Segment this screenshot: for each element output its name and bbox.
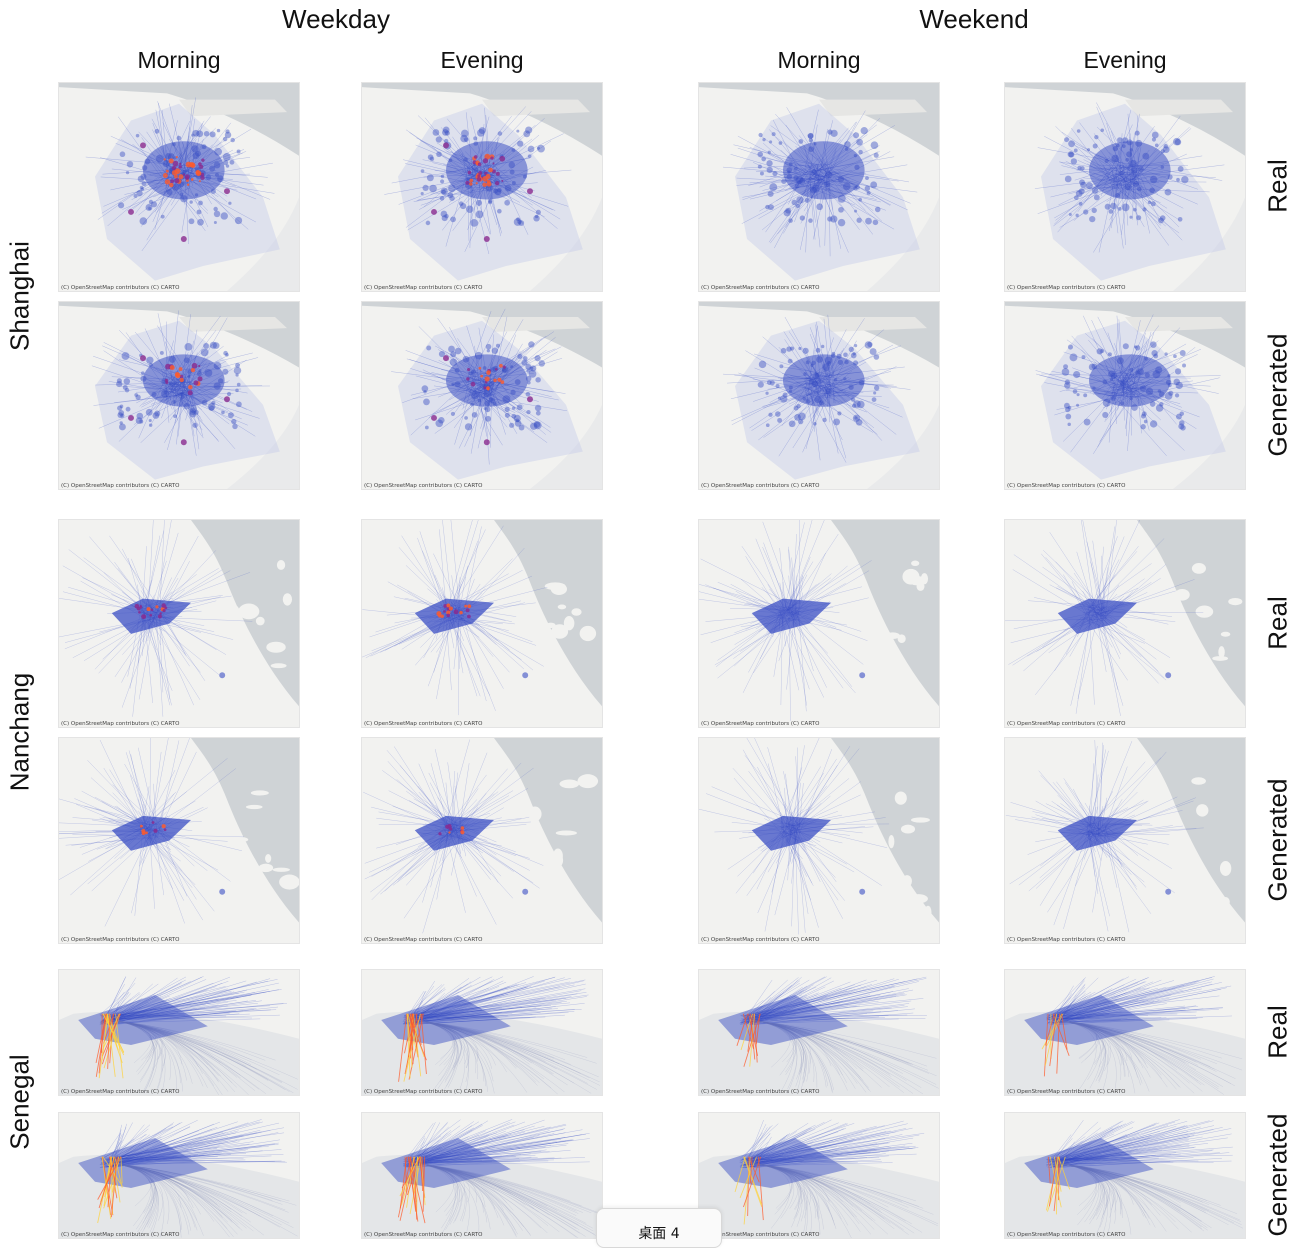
flow-map-image bbox=[362, 738, 602, 943]
map-attribution: (C) OpenStreetMap contributors (C) CARTO bbox=[61, 1089, 179, 1095]
map-attribution: (C) OpenStreetMap contributors (C) CARTO bbox=[61, 937, 179, 943]
map-attribution: (C) OpenStreetMap contributors (C) CARTO bbox=[364, 721, 482, 727]
map-attribution: (C) OpenStreetMap contributors (C) CARTO bbox=[1007, 483, 1125, 489]
map-panel-nanchang-real-weekday-evening: (C) OpenStreetMap contributors (C) CARTO bbox=[361, 519, 603, 728]
map-attribution: (C) OpenStreetMap contributors (C) CARTO bbox=[61, 721, 179, 727]
map-attribution: (C) OpenStreetMap contributors (C) CARTO bbox=[701, 483, 819, 489]
map-panel-shanghai-generated-weekend-evening: (C) OpenStreetMap contributors (C) CARTO bbox=[1004, 301, 1246, 490]
flow-map-image bbox=[1005, 738, 1245, 943]
flow-map-image bbox=[59, 302, 299, 489]
map-attribution: (C) OpenStreetMap contributors (C) CARTO bbox=[364, 937, 482, 943]
col-title-weekend-morning: Morning bbox=[698, 47, 940, 74]
col-title-weekday-evening: Evening bbox=[361, 47, 603, 74]
col-title-weekday-morning: Morning bbox=[58, 47, 300, 74]
flow-map-image bbox=[1005, 83, 1245, 291]
map-panel-senegal-generated-weekday-morning: (C) OpenStreetMap contributors (C) CARTO bbox=[58, 1112, 300, 1239]
map-panel-nanchang-generated-weekend-morning: (C) OpenStreetMap contributors (C) CARTO bbox=[698, 737, 940, 944]
map-panel-nanchang-real-weekend-morning: (C) OpenStreetMap contributors (C) CARTO bbox=[698, 519, 940, 728]
type-label-shanghai-generated: Generated bbox=[1263, 334, 1294, 457]
map-panel-nanchang-generated-weekend-evening: (C) OpenStreetMap contributors (C) CARTO bbox=[1004, 737, 1246, 944]
map-panel-nanchang-generated-weekday-morning: (C) OpenStreetMap contributors (C) CARTO bbox=[58, 737, 300, 944]
flow-map-image bbox=[362, 970, 602, 1095]
map-panel-shanghai-real-weekday-morning: (C) OpenStreetMap contributors (C) CARTO bbox=[58, 82, 300, 292]
city-label-nanchang: Nanchang bbox=[5, 673, 36, 792]
map-attribution: (C) OpenStreetMap contributors (C) CARTO bbox=[364, 1089, 482, 1095]
map-panel-shanghai-generated-weekday-evening: (C) OpenStreetMap contributors (C) CARTO bbox=[361, 301, 603, 490]
flow-map-image bbox=[699, 1113, 939, 1238]
map-panel-senegal-real-weekday-morning: (C) OpenStreetMap contributors (C) CARTO bbox=[58, 969, 300, 1096]
map-panel-shanghai-generated-weekday-morning: (C) OpenStreetMap contributors (C) CARTO bbox=[58, 301, 300, 490]
flow-map-image bbox=[362, 83, 602, 291]
city-label-shanghai: Shanghai bbox=[5, 241, 36, 351]
map-panel-senegal-real-weekend-evening: (C) OpenStreetMap contributors (C) CARTO bbox=[1004, 969, 1246, 1096]
map-panel-nanchang-generated-weekday-evening: (C) OpenStreetMap contributors (C) CARTO bbox=[361, 737, 603, 944]
map-panel-shanghai-generated-weekend-morning: (C) OpenStreetMap contributors (C) CARTO bbox=[698, 301, 940, 490]
map-attribution: (C) OpenStreetMap contributors (C) CARTO bbox=[701, 721, 819, 727]
map-panel-shanghai-real-weekday-evening: (C) OpenStreetMap contributors (C) CARTO bbox=[361, 82, 603, 292]
flow-map-image bbox=[699, 970, 939, 1095]
flow-map-image bbox=[362, 302, 602, 489]
flow-map-image bbox=[699, 520, 939, 727]
map-panel-senegal-generated-weekday-evening: (C) OpenStreetMap contributors (C) CARTO bbox=[361, 1112, 603, 1239]
map-panel-nanchang-real-weekend-evening: (C) OpenStreetMap contributors (C) CARTO bbox=[1004, 519, 1246, 728]
flow-map-image bbox=[59, 83, 299, 291]
map-attribution: (C) OpenStreetMap contributors (C) CARTO bbox=[364, 1232, 482, 1238]
flow-map-image bbox=[1005, 1113, 1245, 1238]
flow-map-image bbox=[59, 1113, 299, 1238]
flow-map-image bbox=[59, 738, 299, 943]
map-panel-senegal-real-weekday-evening: (C) OpenStreetMap contributors (C) CARTO bbox=[361, 969, 603, 1096]
map-panel-shanghai-real-weekend-evening: (C) OpenStreetMap contributors (C) CARTO bbox=[1004, 82, 1246, 292]
group-title-weekend: Weekend bbox=[824, 4, 1124, 35]
map-attribution: (C) OpenStreetMap contributors (C) CARTO bbox=[701, 1089, 819, 1095]
desktop-switcher-label: 桌面 4 bbox=[638, 1226, 679, 1242]
type-label-shanghai-real: Real bbox=[1263, 159, 1294, 212]
type-label-nanchang-real: Real bbox=[1263, 596, 1294, 649]
flow-map-image bbox=[362, 520, 602, 727]
type-label-senegal-generated: Generated bbox=[1263, 1114, 1294, 1237]
map-attribution: (C) OpenStreetMap contributors (C) CARTO bbox=[1007, 721, 1125, 727]
map-attribution: (C) OpenStreetMap contributors (C) CARTO bbox=[61, 483, 179, 489]
map-attribution: (C) OpenStreetMap contributors (C) CARTO bbox=[1007, 937, 1125, 943]
flow-map-image bbox=[59, 520, 299, 727]
map-attribution: (C) OpenStreetMap contributors (C) CARTO bbox=[1007, 1089, 1125, 1095]
map-attribution: (C) OpenStreetMap contributors (C) CARTO bbox=[364, 483, 482, 489]
flow-map-image bbox=[1005, 520, 1245, 727]
map-attribution: (C) OpenStreetMap contributors (C) CARTO bbox=[1007, 1232, 1125, 1238]
desktop-switcher[interactable]: 桌面 4 bbox=[596, 1208, 722, 1248]
map-panel-senegal-real-weekend-morning: (C) OpenStreetMap contributors (C) CARTO bbox=[698, 969, 940, 1096]
map-attribution: (C) OpenStreetMap contributors (C) CARTO bbox=[701, 285, 819, 291]
type-label-nanchang-generated: Generated bbox=[1263, 779, 1294, 902]
map-panel-senegal-generated-weekend-evening: (C) OpenStreetMap contributors (C) CARTO bbox=[1004, 1112, 1246, 1239]
map-panel-senegal-generated-weekend-morning: (C) OpenStreetMap contributors (C) CARTO bbox=[698, 1112, 940, 1239]
flow-map-image bbox=[1005, 970, 1245, 1095]
flow-map-image bbox=[1005, 302, 1245, 489]
map-attribution: (C) OpenStreetMap contributors (C) CARTO bbox=[61, 285, 179, 291]
map-attribution: (C) OpenStreetMap contributors (C) CARTO bbox=[364, 285, 482, 291]
map-attribution: (C) OpenStreetMap contributors (C) CARTO bbox=[1007, 285, 1125, 291]
type-label-senegal-real: Real bbox=[1263, 1005, 1294, 1058]
flow-map-image bbox=[699, 302, 939, 489]
flow-map-image bbox=[699, 83, 939, 291]
flow-map-image bbox=[699, 738, 939, 943]
group-title-weekday: Weekday bbox=[186, 4, 486, 35]
city-label-senegal: Senegal bbox=[5, 1054, 36, 1149]
flow-map-image bbox=[362, 1113, 602, 1238]
flow-map-image bbox=[59, 970, 299, 1095]
map-attribution: (C) OpenStreetMap contributors (C) CARTO bbox=[701, 937, 819, 943]
map-panel-shanghai-real-weekend-morning: (C) OpenStreetMap contributors (C) CARTO bbox=[698, 82, 940, 292]
map-panel-nanchang-real-weekday-morning: (C) OpenStreetMap contributors (C) CARTO bbox=[58, 519, 300, 728]
col-title-weekend-evening: Evening bbox=[1004, 47, 1246, 74]
map-attribution: (C) OpenStreetMap contributors (C) CARTO bbox=[61, 1232, 179, 1238]
